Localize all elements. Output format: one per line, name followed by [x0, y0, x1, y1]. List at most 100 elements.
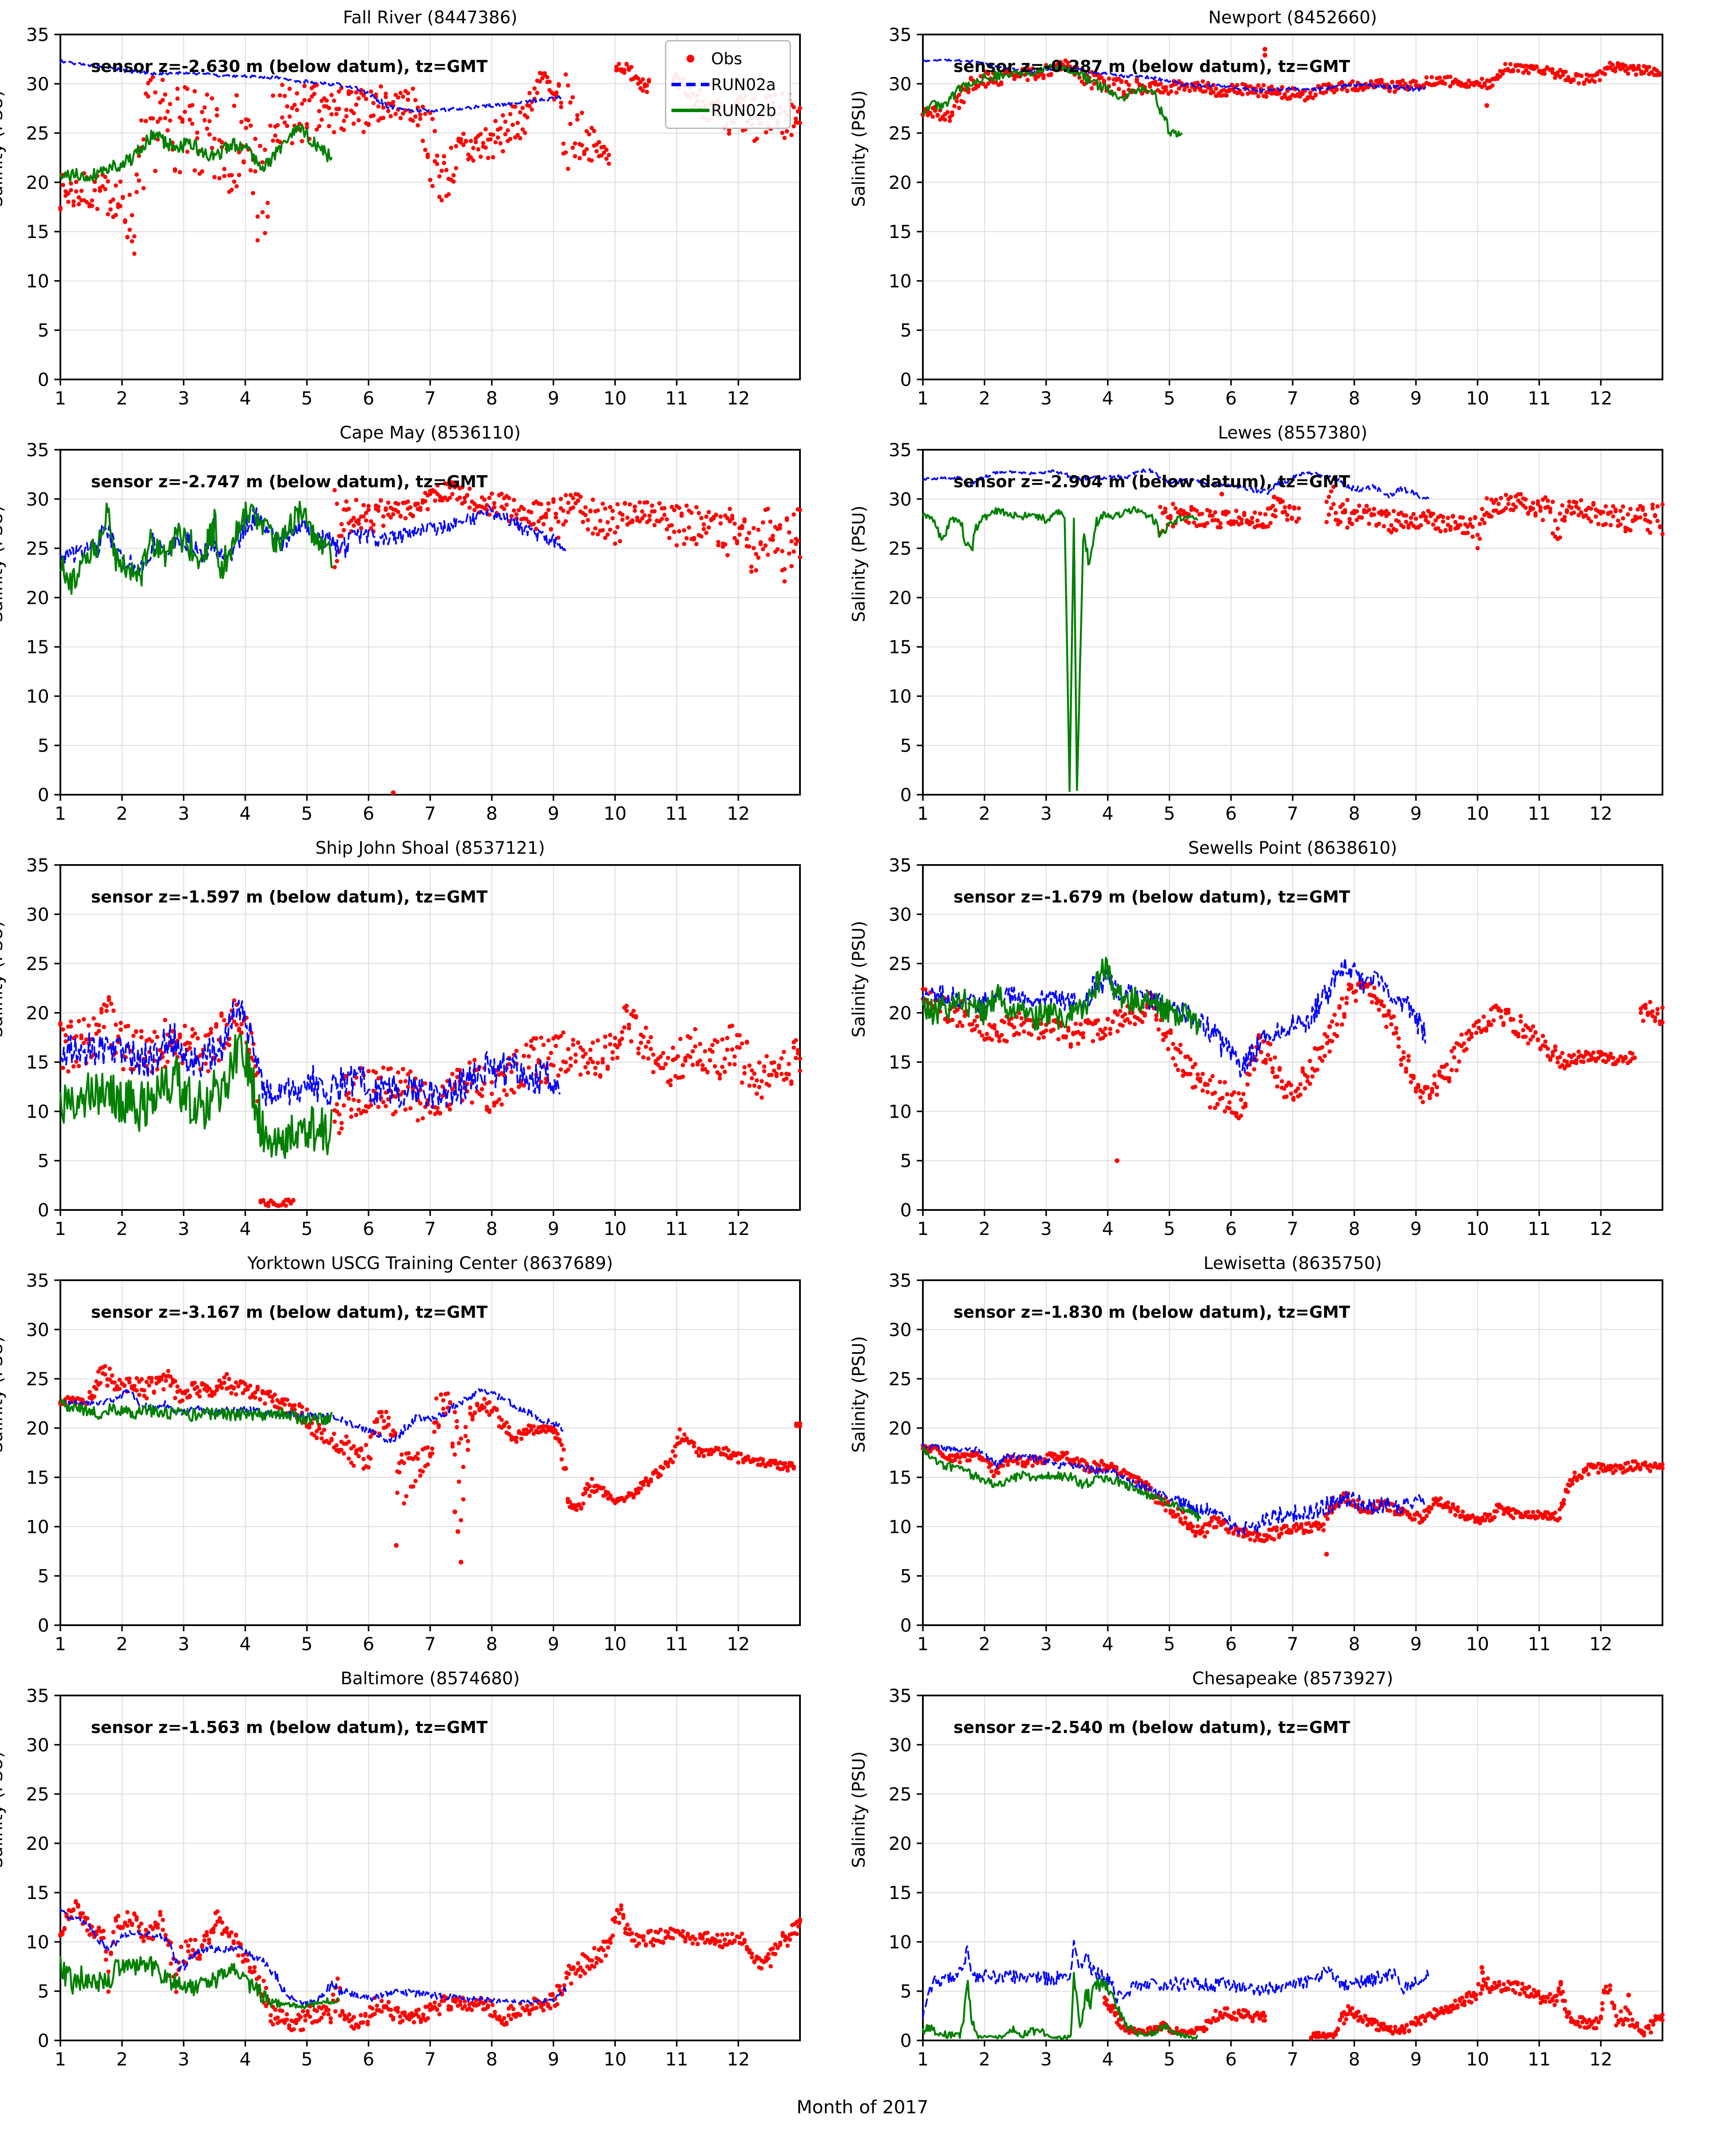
svg-text:30: 30	[889, 489, 912, 510]
svg-text:11: 11	[665, 2049, 688, 2070]
svg-text:25: 25	[26, 953, 49, 975]
svg-text:7: 7	[1287, 388, 1298, 409]
svg-text:10: 10	[1466, 388, 1489, 409]
svg-text:8: 8	[486, 1218, 498, 1239]
subplot-newport: 1 2 3 4 5 6 7 8 9 10 11 12 0 5 10 15 20 25 30 35 Newport (8…	[849, 0, 1725, 415]
subplot-ship-john-shoal: 1 2 3 4 5 6 7 8 9 10 11 12 0 5 10 15 20 25 30 35 Ship John …	[0, 830, 862, 1246]
svg-text:7: 7	[424, 388, 436, 409]
svg-text:10: 10	[26, 1101, 49, 1122]
svg-text:35: 35	[26, 855, 49, 876]
subplot-yorktown: 1 2 3 4 5 6 7 8 9 10 11 12 0 5 10 15 20 25 30 35 Yorktown U…	[0, 1246, 862, 1661]
svg-text:12: 12	[1589, 388, 1612, 409]
svg-text:10: 10	[1466, 1218, 1489, 1239]
svg-text:20: 20	[889, 172, 912, 193]
y-axis-label: Salinity (PSU)	[849, 921, 869, 1037]
svg-text:35: 35	[26, 1685, 49, 1706]
svg-text:25: 25	[889, 538, 912, 559]
subplot-chesapeake: 1 2 3 4 5 6 7 8 9 10 11 12 0 5 10 15 20 25 30 35 Chesapeake…	[849, 1661, 1725, 2076]
svg-text:0: 0	[900, 1615, 912, 1636]
svg-text:10: 10	[889, 270, 912, 291]
svg-text:2: 2	[116, 803, 128, 824]
svg-text:10: 10	[889, 1516, 912, 1537]
svg-text:6: 6	[363, 388, 374, 409]
svg-text:3: 3	[1040, 388, 1052, 409]
svg-text:0: 0	[38, 1615, 49, 1636]
svg-text:25: 25	[889, 123, 912, 144]
svg-text:5: 5	[38, 735, 49, 756]
plot-title: Fall River (8447386)	[343, 8, 518, 28]
svg-text:5: 5	[900, 735, 912, 756]
svg-text:0: 0	[900, 784, 912, 805]
svg-text:8: 8	[1349, 803, 1360, 824]
svg-text:6: 6	[363, 1218, 374, 1239]
svg-text:8: 8	[486, 2049, 498, 2070]
svg-text:35: 35	[26, 1270, 49, 1291]
svg-text:15: 15	[889, 1467, 912, 1488]
svg-text:0: 0	[38, 369, 49, 390]
svg-text:6: 6	[1225, 1218, 1237, 1239]
svg-text:12: 12	[727, 1633, 750, 1655]
plot-title: Newport (8452660)	[1208, 8, 1377, 28]
svg-text:8: 8	[1349, 1218, 1360, 1239]
svg-text:30: 30	[889, 1319, 912, 1340]
svg-text:30: 30	[26, 489, 49, 510]
svg-text:10: 10	[604, 388, 627, 409]
svg-text:5: 5	[38, 320, 49, 341]
svg-text:6: 6	[1225, 1633, 1237, 1655]
svg-text:10: 10	[26, 686, 49, 707]
svg-text:5: 5	[301, 2049, 313, 2070]
svg-text:4: 4	[1102, 1633, 1113, 1655]
svg-text:25: 25	[26, 538, 49, 559]
svg-text:9: 9	[548, 1218, 559, 1239]
svg-text:1: 1	[55, 2049, 66, 2070]
svg-text:4: 4	[239, 803, 251, 824]
svg-text:25: 25	[889, 1369, 912, 1390]
svg-text:8: 8	[486, 388, 498, 409]
svg-text:2: 2	[116, 1633, 128, 1655]
svg-text:3: 3	[178, 388, 189, 409]
run02a-marker-icon	[670, 78, 711, 91]
subplot-cape-may: 1 2 3 4 5 6 7 8 9 10 11 12 0 5 10 15 20 25 30 35 Cape May (…	[0, 415, 862, 830]
svg-text:1: 1	[55, 388, 66, 409]
svg-text:9: 9	[548, 388, 559, 409]
svg-text:35: 35	[889, 855, 912, 876]
svg-text:2: 2	[979, 1218, 991, 1239]
svg-text:1: 1	[917, 803, 929, 824]
svg-text:12: 12	[1589, 1218, 1612, 1239]
svg-text:2: 2	[116, 388, 128, 409]
svg-text:20: 20	[26, 1833, 49, 1854]
svg-text:10: 10	[604, 803, 627, 824]
svg-text:12: 12	[727, 1218, 750, 1239]
svg-text:10: 10	[889, 1101, 912, 1122]
svg-text:20: 20	[889, 1418, 912, 1439]
svg-text:15: 15	[26, 1052, 49, 1073]
sensor-annotation: sensor z=-1.679 m (below datum), tz=GMT	[953, 887, 1350, 906]
svg-text:1: 1	[917, 388, 929, 409]
svg-text:20: 20	[26, 1003, 49, 1024]
svg-text:1: 1	[55, 1633, 66, 1655]
plot-title: Cape May (8536110)	[339, 423, 521, 443]
svg-text:5: 5	[301, 388, 313, 409]
svg-text:9: 9	[1410, 1633, 1422, 1655]
subplot-fall-river: 1 2 3 4 5 6 7 8 9 10 11 12 0 5 10 15 20 25 30 35 Fall River…	[0, 0, 862, 415]
legend-label: Obs	[711, 49, 742, 68]
svg-text:7: 7	[424, 1633, 436, 1655]
svg-text:11: 11	[665, 803, 688, 824]
svg-text:4: 4	[239, 2049, 251, 2070]
svg-text:12: 12	[1589, 1633, 1612, 1655]
svg-text:10: 10	[26, 1516, 49, 1537]
legend: Obs RUN02a RUN02b	[665, 40, 791, 129]
svg-text:3: 3	[178, 1633, 189, 1655]
svg-text:5: 5	[301, 803, 313, 824]
subplot-baltimore: 1 2 3 4 5 6 7 8 9 10 11 12 0 5 10 15 20 25 30 35 Baltimore …	[0, 1661, 862, 2076]
x-axis-label: Month of 2017	[797, 2096, 928, 2118]
svg-text:4: 4	[239, 388, 251, 409]
svg-text:12: 12	[727, 388, 750, 409]
svg-text:4: 4	[1102, 388, 1113, 409]
svg-text:11: 11	[1527, 803, 1550, 824]
svg-text:5: 5	[900, 1150, 912, 1172]
